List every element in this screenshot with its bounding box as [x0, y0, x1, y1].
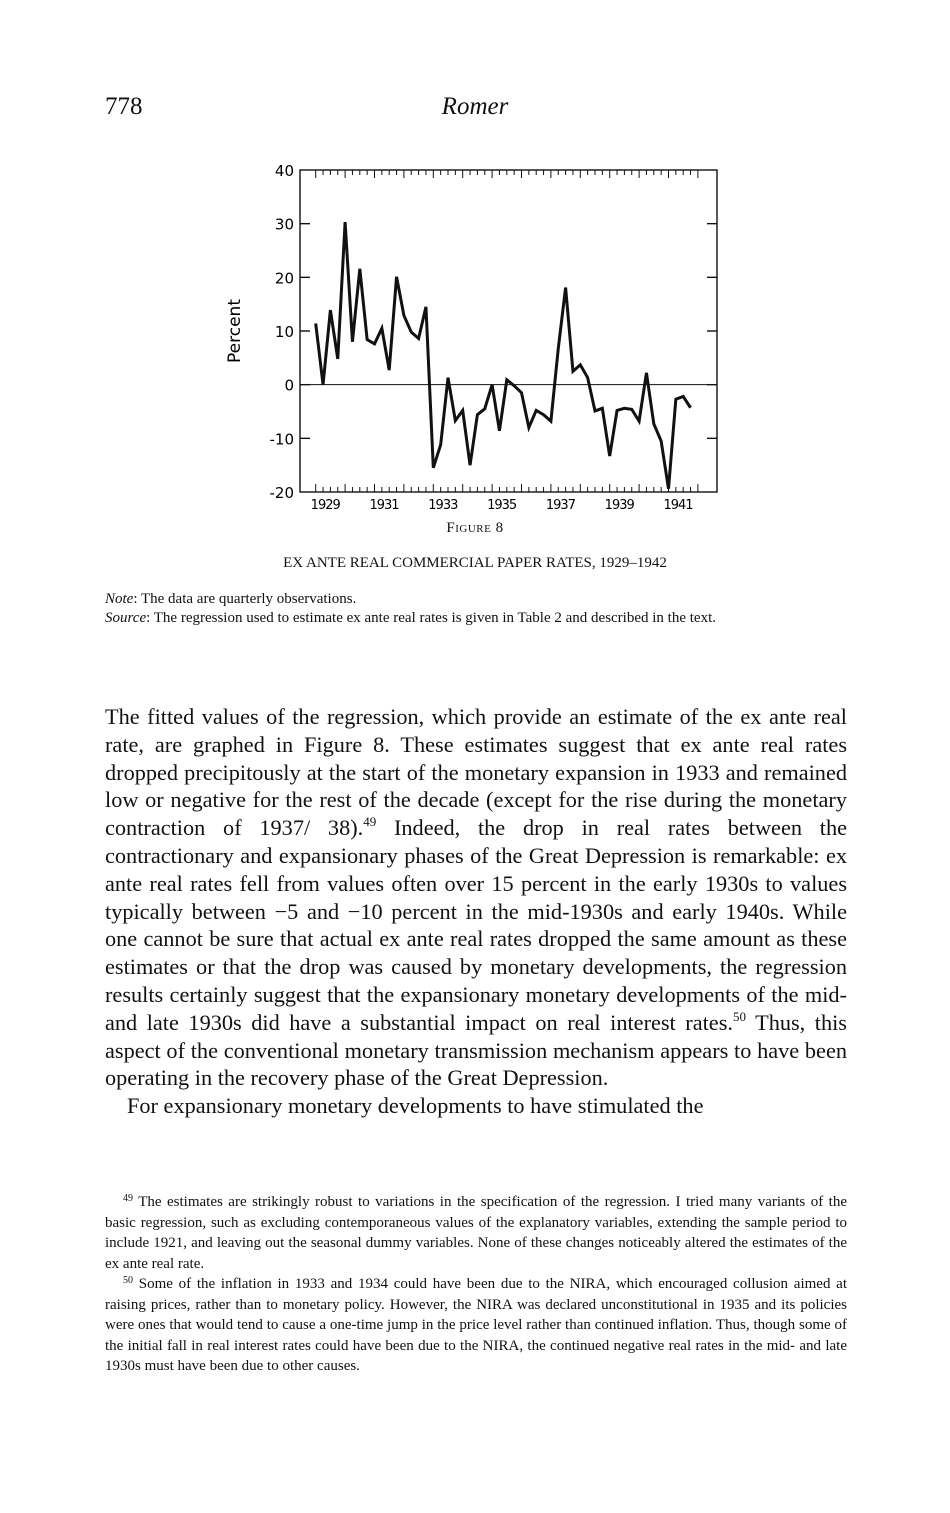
y-tick-label: 30	[275, 216, 294, 234]
y-tick-label: -20	[270, 484, 295, 502]
footnote-49: 49 The estimates are strikingly robust t…	[105, 1192, 847, 1274]
body-text: The fitted values of the regression, whi…	[105, 703, 847, 1120]
y-tick-label: 10	[275, 323, 294, 341]
plot-frame	[299, 169, 718, 493]
footnote-number: 49	[123, 1193, 133, 1204]
y-tick-label: -10	[270, 430, 295, 448]
footnote-text: Some of the inflation in 1933 and 1934 c…	[105, 1276, 847, 1374]
y-tick-label: 20	[275, 269, 294, 287]
running-head: Romer	[441, 93, 509, 120]
footnote-ref-50[interactable]: 50	[732, 1008, 746, 1024]
x-tick-label: 1939	[605, 498, 635, 513]
figure-title: EX ANTE REAL COMMERCIAL PAPER RATES, 192…	[283, 555, 667, 571]
footnote-ref-49[interactable]: 49	[363, 814, 377, 830]
x-tick-label: 1931	[369, 498, 399, 513]
y-axis-label: Percent	[225, 299, 245, 363]
note-label: Note	[105, 591, 134, 607]
paragraph: For expansionary monetary developments t…	[127, 1093, 704, 1119]
source-text: : The regression used to estimate ex ant…	[146, 610, 716, 626]
x-tick-label: 1937	[546, 498, 576, 513]
footnotes: 49 The estimates are strikingly robust t…	[105, 1192, 847, 1377]
figure-note: Note: The data are quarterly observation…	[105, 590, 847, 608]
text-span: The fitted values of the regression, whi…	[105, 704, 847, 841]
x-tick-label: 1929	[311, 498, 341, 513]
text-span: Indeed, the drop in real rates between t…	[105, 815, 847, 1035]
x-tick-label: 1941	[663, 498, 693, 513]
figure-source: Source: The regression used to estimate …	[105, 609, 847, 627]
x-tick-label: 1933	[428, 498, 458, 513]
paragraph: The fitted values of the regression, whi…	[105, 703, 847, 1092]
source-label: Source	[105, 610, 147, 626]
series-line	[314, 221, 692, 490]
footnote-text: The estimates are strikingly robust to v…	[105, 1194, 847, 1272]
y-tick-label: 0	[284, 377, 294, 395]
y-tick-label: 40	[275, 162, 294, 180]
footnote-50: 50 Some of the inflation in 1933 and 193…	[105, 1274, 847, 1377]
text-span: Thus, this aspect of the conventional mo…	[105, 1009, 847, 1091]
x-tick-label: 1935	[487, 498, 517, 513]
figure-label: Figure 8	[446, 520, 504, 536]
note-text: : The data are quarterly observations.	[133, 591, 357, 607]
line-chart: -20 -10 0 10 20 30 40 1929 1931 1933 1935 1937 1939 1…	[225, 162, 718, 513]
footnote-number: 50	[123, 1275, 133, 1286]
page-number: 778	[105, 93, 143, 120]
